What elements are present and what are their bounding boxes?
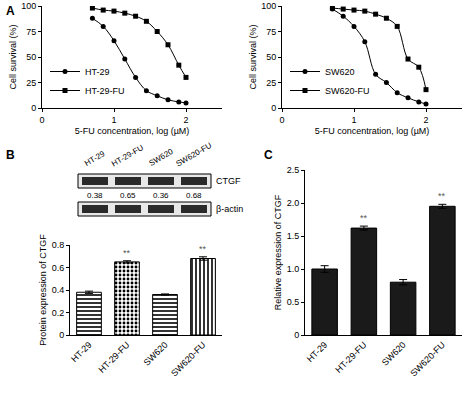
svg-text:HT-29-FU: HT-29-FU [85,86,125,96]
svg-text:SW620: SW620 [147,147,175,168]
svg-text:**: ** [199,244,207,254]
svg-text:2.0: 2.0 [287,198,300,208]
svg-text:0: 0 [294,330,299,340]
svg-text:25: 25 [266,78,276,88]
svg-text:Cell survival (%): Cell survival (%) [8,24,18,89]
svg-text:75: 75 [26,27,36,37]
svg-text:5-FU concentration, log (µM): 5-FU concentration, log (µM) [75,126,190,136]
svg-text:**: ** [123,248,131,258]
svg-text:0: 0 [31,103,36,113]
svg-text:0.6: 0.6 [52,263,65,273]
svg-text:0.2: 0.2 [52,308,65,318]
svg-text:β-actin: β-actin [216,204,243,214]
svg-text:0: 0 [39,115,44,125]
svg-text:HT-29-FU: HT-29-FU [97,340,132,375]
svg-text:0.5: 0.5 [287,297,300,307]
svg-text:50: 50 [26,52,36,62]
svg-text:1: 1 [351,115,356,125]
svg-text:1.5: 1.5 [287,231,300,241]
svg-text:1: 1 [111,115,116,125]
svg-text:C: C [264,148,273,162]
svg-text:SW620-FU: SW620-FU [169,340,208,379]
svg-text:SW620-FU: SW620-FU [325,86,370,96]
svg-text:2.5: 2.5 [287,165,300,175]
svg-text:75: 75 [266,27,276,37]
svg-text:Relative expression of CTGF: Relative expression of CTGF [273,194,283,310]
svg-text:1.0: 1.0 [287,264,300,274]
svg-text:5-FU concentration, log (µM): 5-FU concentration, log (µM) [315,126,430,136]
svg-text:0.65: 0.65 [120,191,136,200]
svg-text:100: 100 [261,1,276,11]
svg-text:Cell survival (%): Cell survival (%) [248,24,258,89]
svg-text:0.36: 0.36 [153,191,169,200]
svg-text:HT-29-FU: HT-29-FU [110,143,145,168]
svg-text:SW620: SW620 [380,340,408,368]
svg-text:**: ** [360,213,368,223]
svg-text:0: 0 [59,330,64,340]
svg-text:2: 2 [183,115,188,125]
svg-text:SW620: SW620 [325,67,355,77]
svg-text:SW620: SW620 [142,340,170,368]
svg-text:0: 0 [279,115,284,125]
svg-text:50: 50 [266,52,276,62]
svg-text:HT-29: HT-29 [305,340,329,364]
svg-text:**: ** [438,191,446,201]
svg-text:B: B [6,148,15,162]
svg-text:HT-29: HT-29 [85,67,110,77]
svg-text:0.38: 0.38 [87,191,103,200]
svg-text:0.4: 0.4 [52,285,65,295]
svg-text:HT-29-FU: HT-29-FU [333,340,368,375]
svg-text:CTGF: CTGF [216,176,241,186]
svg-text:Protein expression of CTGF: Protein expression of CTGF [38,234,48,346]
svg-text:2: 2 [423,115,428,125]
svg-text:SW620-FU: SW620-FU [174,141,213,169]
svg-text:A: A [6,4,15,18]
svg-text:SW620-FU: SW620-FU [408,340,447,379]
svg-text:0.8: 0.8 [52,240,65,250]
svg-text:0: 0 [271,103,276,113]
svg-text:25: 25 [26,78,36,88]
svg-text:100: 100 [21,1,36,11]
svg-text:HT-29: HT-29 [83,149,107,168]
svg-text:0.68: 0.68 [186,191,202,200]
svg-text:HT-29: HT-29 [69,340,93,364]
